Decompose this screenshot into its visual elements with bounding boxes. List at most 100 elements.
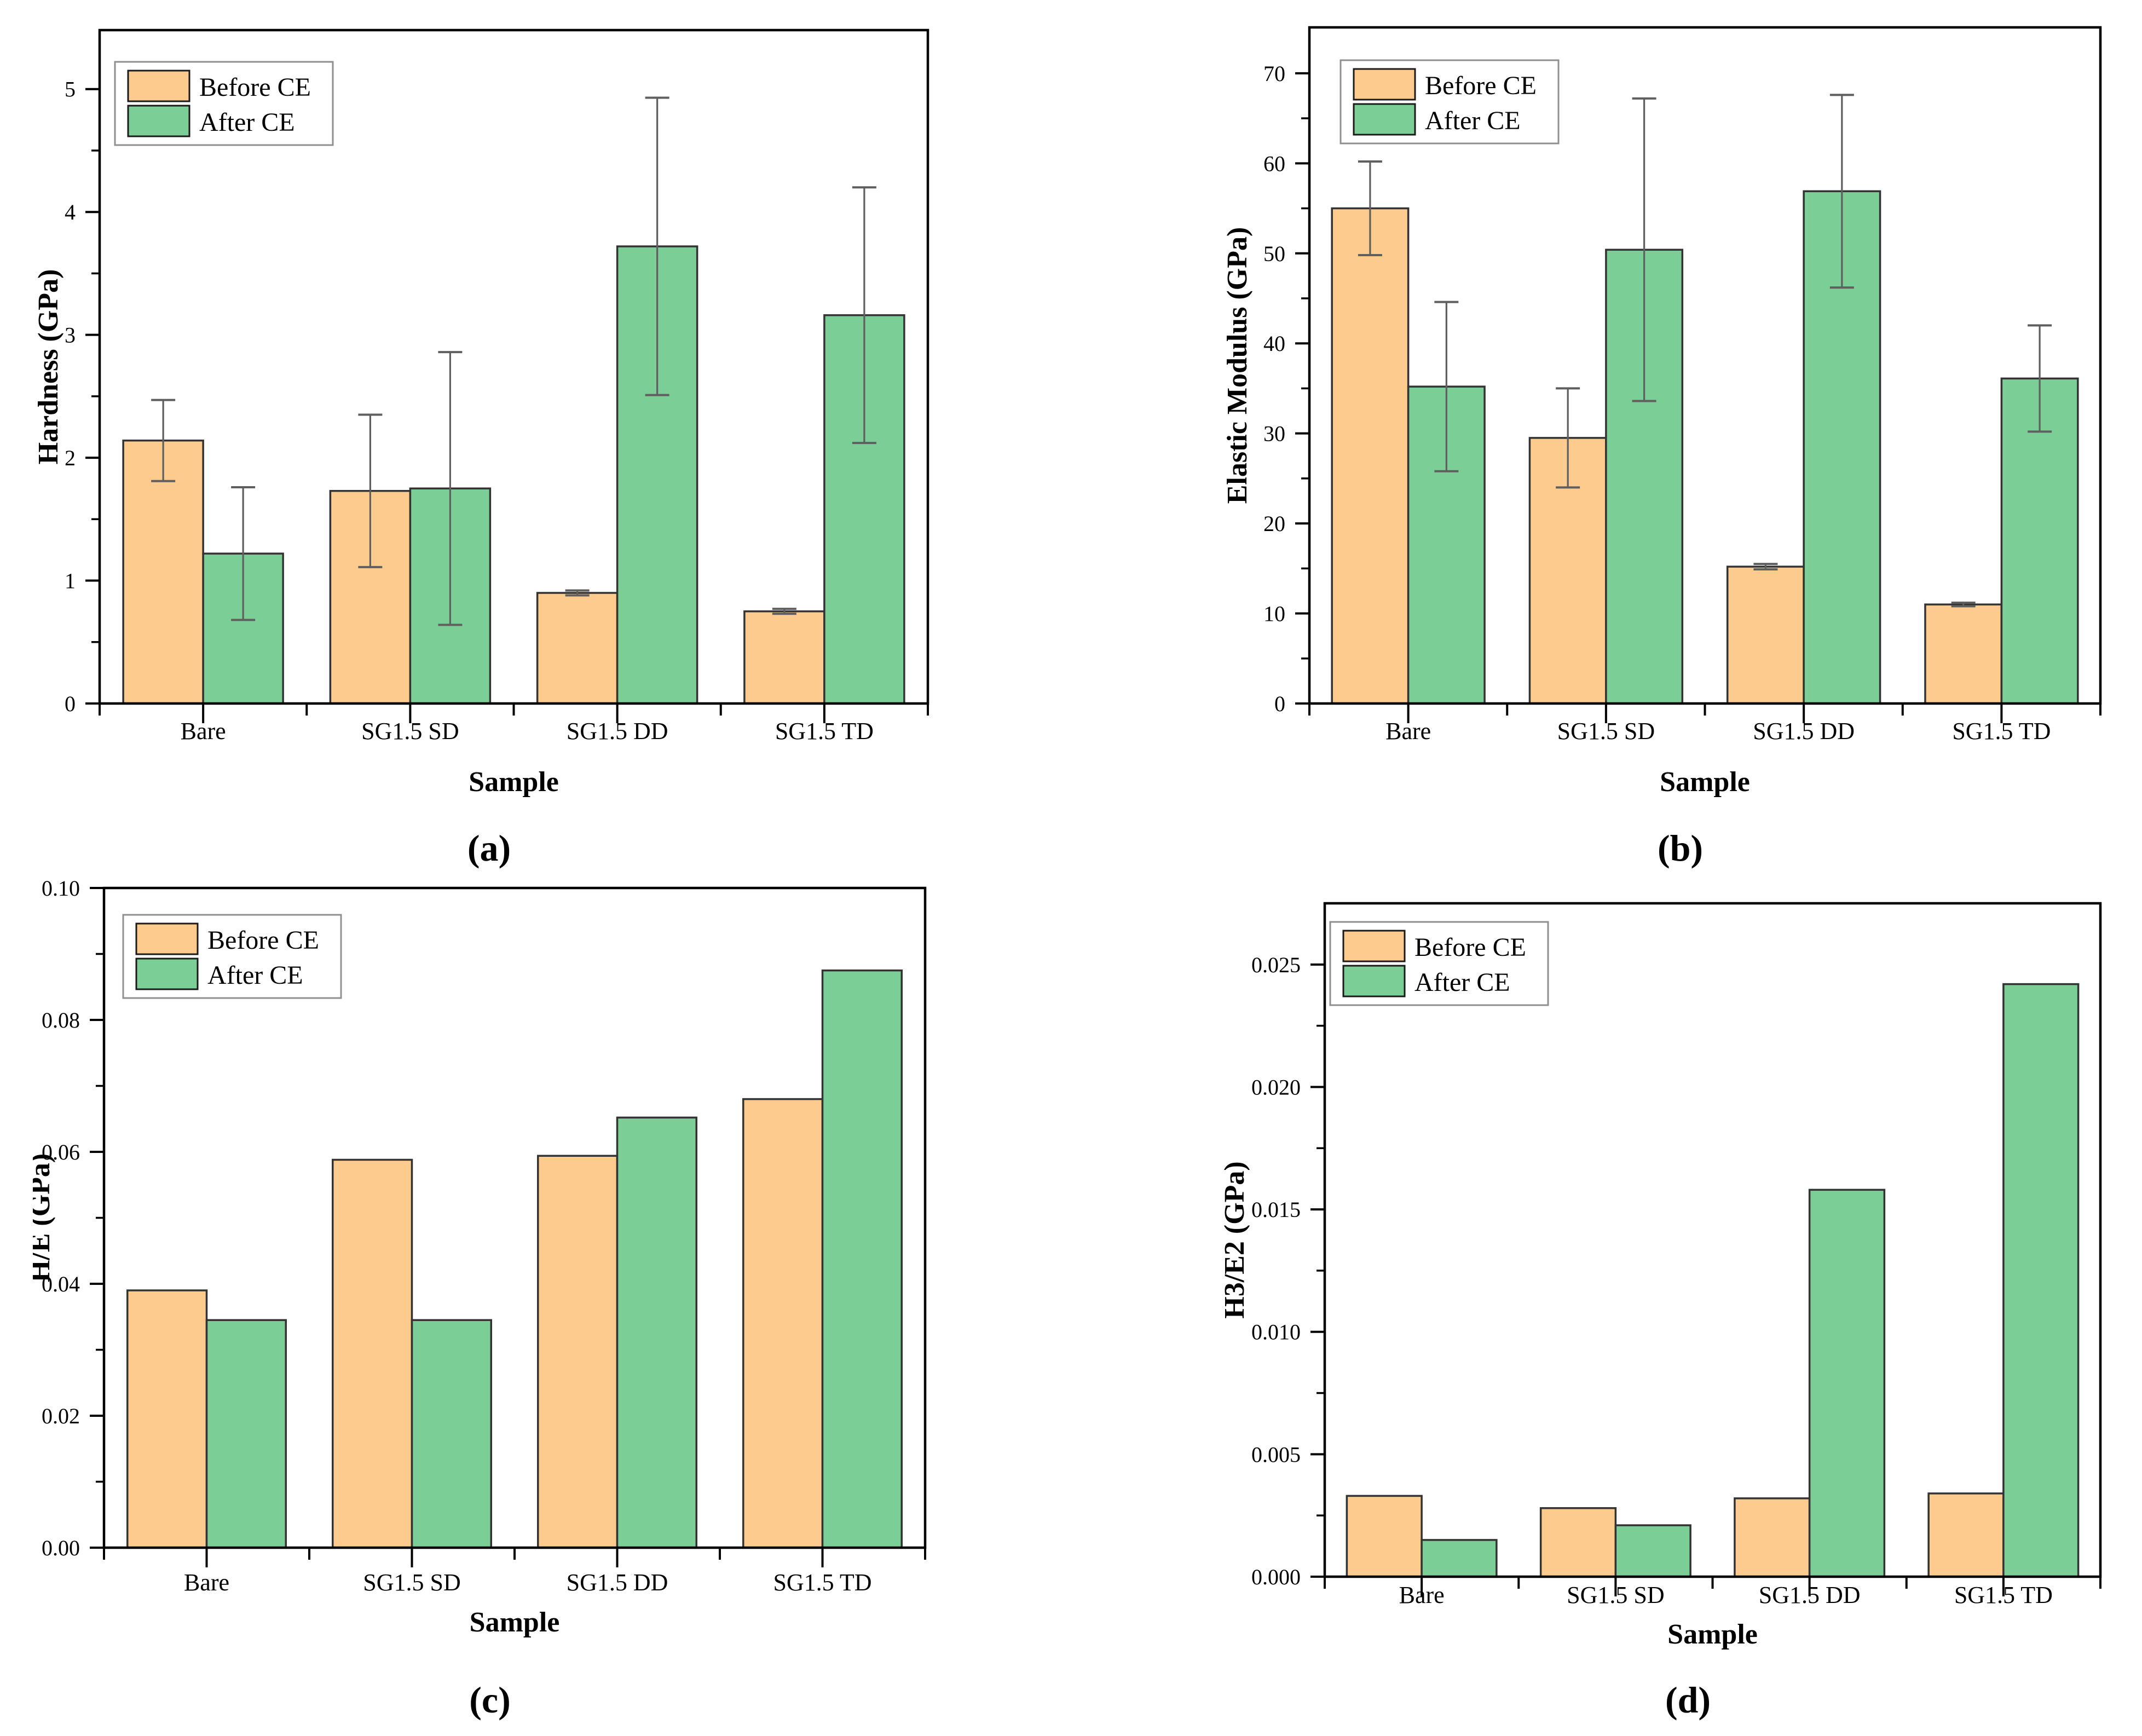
panel-a: 0 1 2 3 4 5 Bare SG1.5 SD SG1.5 DD SG1.5 TD Before…	[33, 11, 952, 873]
y-axis-title: H/E (GPa)	[33, 1154, 56, 1282]
category-label: SG1.5 DD	[1759, 1582, 1861, 1608]
category-label: SG1.5 SD	[363, 1569, 461, 1596]
y-tick-label: 0.025	[1251, 953, 1301, 977]
y-tick-label: 0.10	[42, 876, 80, 901]
error-bar	[358, 413, 383, 568]
y-tick-label: 30	[1263, 422, 1285, 446]
category-label: Bare	[1399, 1582, 1445, 1608]
y-tick-label: 0.015	[1251, 1197, 1301, 1222]
y-tick-label: 0.020	[1251, 1075, 1301, 1099]
y-tick-label: 1	[65, 569, 76, 593]
bar-after-ce	[205, 1319, 287, 1549]
bar-before-ce	[1539, 1507, 1617, 1578]
panel-label: (d)	[1665, 1679, 1711, 1721]
bar-after-ce	[821, 969, 903, 1549]
legend-swatch-before-ce	[127, 70, 190, 102]
y-tick-label: 4	[65, 200, 76, 224]
y-tick-label: 50	[1263, 241, 1285, 266]
bar-before-ce	[1924, 603, 2003, 705]
error-bar	[1434, 301, 1459, 472]
chart-panel-b: 0 10 20 30 40 50 60 70 Bare SG1.5 SD SG1.5 DD SG1.5…	[1222, 26, 2102, 869]
error-bar	[231, 486, 256, 621]
panel-d: 0.000 0.005 0.010 0.015 0.020 0.025 Bare SG1.5 …	[1219, 865, 2140, 1736]
y-tick-label: 0.00	[42, 1536, 80, 1560]
category-label: Bare	[181, 718, 226, 745]
y-tick-label: 3	[65, 323, 76, 348]
category-label: SG1.5 SD	[1567, 1582, 1665, 1608]
error-bar	[852, 186, 876, 445]
x-axis-title: Sample	[1667, 1619, 1758, 1650]
y-tick-label: 10	[1263, 602, 1285, 626]
bar-after-ce	[1421, 1539, 1498, 1578]
bar-before-ce	[1734, 1497, 1811, 1578]
y-axis-title: Elastic Modulus (GPa)	[1222, 227, 1253, 504]
chart-panel-d: 0.000 0.005 0.010 0.015 0.020 0.025 Bare SG1.5 …	[1219, 902, 2102, 1721]
bar-after-ce	[616, 1116, 697, 1549]
panel-c: 0.00 0.02 0.04 0.06 0.08 0.10 Bare SG1.5 SD SG1.…	[25, 865, 952, 1736]
chart-panel-c: 0.00 0.02 0.04 0.06 0.08 0.10 Bare SG1.5 SD SG1.…	[25, 876, 927, 1721]
y-tick-label: 2	[65, 446, 76, 470]
category-label: Bare	[184, 1569, 229, 1596]
legend-label-after-ce: After CE	[199, 108, 295, 137]
category-label: SG1.5 SD	[361, 718, 459, 745]
legend-swatch-after-ce	[1353, 103, 1416, 136]
panel-b: 0 10 20 30 40 50 60 70 Bare SG1.5 SD SG1.5 DD SG1.5…	[1221, 11, 2140, 873]
panel-label: (c)	[469, 1679, 510, 1721]
y-tick-label: 20	[1263, 511, 1285, 536]
category-label: SG1.5 DD	[1753, 718, 1855, 745]
category-label: SG1.5 TD	[1952, 718, 2051, 745]
bar-before-ce	[122, 439, 204, 705]
legend: Before CE After CE	[114, 61, 334, 146]
error-bar	[1753, 563, 1778, 570]
legend-label-before-ce: Before CE	[199, 73, 311, 102]
y-tick-label: 0.08	[42, 1008, 80, 1033]
legend-label-after-ce: After CE	[1414, 968, 1510, 997]
legend-swatch-after-ce	[127, 105, 190, 137]
x-axis-title: Sample	[469, 766, 559, 798]
bar-after-ce	[616, 245, 698, 705]
category-label: SG1.5 SD	[1557, 718, 1655, 745]
category-label: SG1.5 DD	[567, 1569, 668, 1596]
y-tick-label: 0	[65, 691, 76, 716]
category-label: SG1.5 TD	[775, 718, 874, 745]
bar-after-ce	[2002, 983, 2080, 1578]
y-tick-label: 40	[1263, 331, 1285, 356]
legend: Before CE After CE	[1340, 59, 1560, 145]
bar-after-ce	[1614, 1524, 1691, 1578]
plot-frame	[1308, 26, 2102, 705]
error-bar	[645, 96, 669, 396]
y-tick-label: 0	[1274, 691, 1285, 716]
bar-after-ce	[411, 1319, 492, 1549]
error-bar	[1632, 97, 1656, 402]
bar-before-ce	[742, 1098, 824, 1549]
legend-label-before-ce: Before CE	[1425, 71, 1537, 100]
legend-swatch-before-ce	[1353, 68, 1416, 101]
y-tick-label: 70	[1263, 61, 1285, 86]
error-bar	[1358, 160, 1382, 257]
x-axis-title: Sample	[1660, 766, 1750, 798]
y-tick-label: 0.000	[1251, 1565, 1301, 1589]
legend-label-before-ce: Before CE	[1414, 933, 1526, 962]
legend-swatch-after-ce	[135, 958, 199, 990]
x-axis-title: Sample	[470, 1607, 560, 1638]
legend: Before CE After CE	[122, 914, 342, 999]
bar-before-ce	[1346, 1495, 1423, 1578]
bar-before-ce	[1726, 566, 1805, 705]
y-tick-label: 60	[1263, 151, 1285, 176]
error-bar	[438, 351, 463, 626]
category-label: SG1.5 TD	[1954, 1582, 2053, 1608]
y-tick-label: 0.005	[1251, 1442, 1301, 1467]
y-tick-label: 0.06	[42, 1140, 80, 1164]
y-tick-label: 0.02	[42, 1404, 80, 1428]
error-bar	[1829, 94, 1854, 289]
y-axis-title: Hardness (GPa)	[33, 269, 64, 465]
legend-swatch-after-ce	[1342, 965, 1406, 997]
bar-before-ce	[537, 1155, 619, 1549]
category-label: Bare	[1385, 718, 1431, 745]
legend: Before CE After CE	[1329, 921, 1549, 1006]
y-tick-label: 0.010	[1251, 1320, 1301, 1345]
bar-after-ce	[1808, 1189, 1886, 1578]
bar-before-ce	[332, 1158, 413, 1549]
plot-frame	[98, 28, 929, 705]
